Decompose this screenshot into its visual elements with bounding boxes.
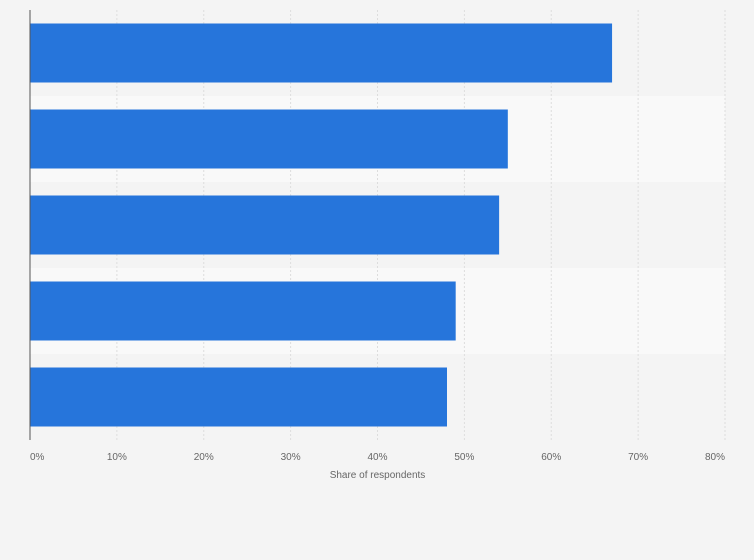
x-tick-label: 0% (30, 452, 45, 463)
x-tick-labels: 0% 10% 20% 30% 40% 50% 60% 70% 80% (30, 452, 725, 463)
bar (30, 281, 456, 341)
bars (30, 23, 613, 427)
bar (30, 23, 613, 83)
x-tick-label: 30% (281, 452, 301, 463)
x-axis-title: Share of respondents (330, 470, 426, 481)
bar (30, 109, 508, 169)
x-tick-label: 20% (194, 452, 214, 463)
bar (30, 367, 447, 427)
x-tick-label: 50% (454, 452, 474, 463)
x-tick-label: 60% (541, 452, 561, 463)
x-tick-label: 70% (628, 452, 648, 463)
x-tick-label: 10% (107, 452, 127, 463)
bar (30, 195, 500, 255)
x-tick-label: 40% (367, 452, 387, 463)
x-tick-label: 80% (705, 452, 725, 463)
